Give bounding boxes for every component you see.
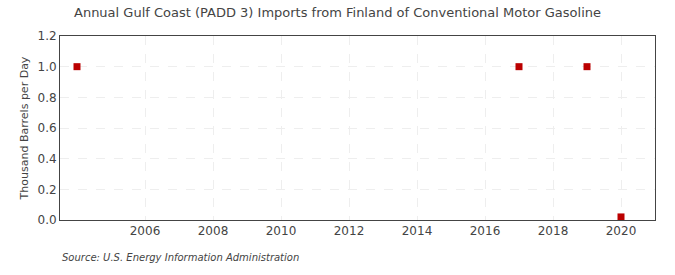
svg-text:2018: 2018: [538, 224, 569, 238]
svg-text:1.0: 1.0: [38, 60, 57, 74]
svg-text:0.8: 0.8: [38, 91, 57, 105]
svg-text:1.2: 1.2: [38, 29, 57, 43]
svg-text:2012: 2012: [334, 224, 365, 238]
svg-text:0.4: 0.4: [38, 152, 57, 166]
svg-text:Thousand Barrels per Day: Thousand Barrels per Day: [18, 56, 31, 200]
svg-text:2014: 2014: [402, 224, 433, 238]
svg-text:Source: U.S. Energy Informatio: Source: U.S. Energy Information Administ…: [62, 252, 299, 263]
svg-text:2016: 2016: [470, 224, 501, 238]
svg-text:2006: 2006: [130, 224, 161, 238]
svg-text:2008: 2008: [198, 224, 229, 238]
svg-text:Annual Gulf Coast (PADD 3) Imp: Annual Gulf Coast (PADD 3) Imports from …: [74, 5, 601, 20]
svg-text:2020: 2020: [606, 224, 637, 238]
svg-text:2010: 2010: [266, 224, 297, 238]
svg-text:0.0: 0.0: [38, 213, 57, 227]
svg-text:0.2: 0.2: [38, 183, 57, 197]
svg-text:0.6: 0.6: [38, 121, 57, 135]
